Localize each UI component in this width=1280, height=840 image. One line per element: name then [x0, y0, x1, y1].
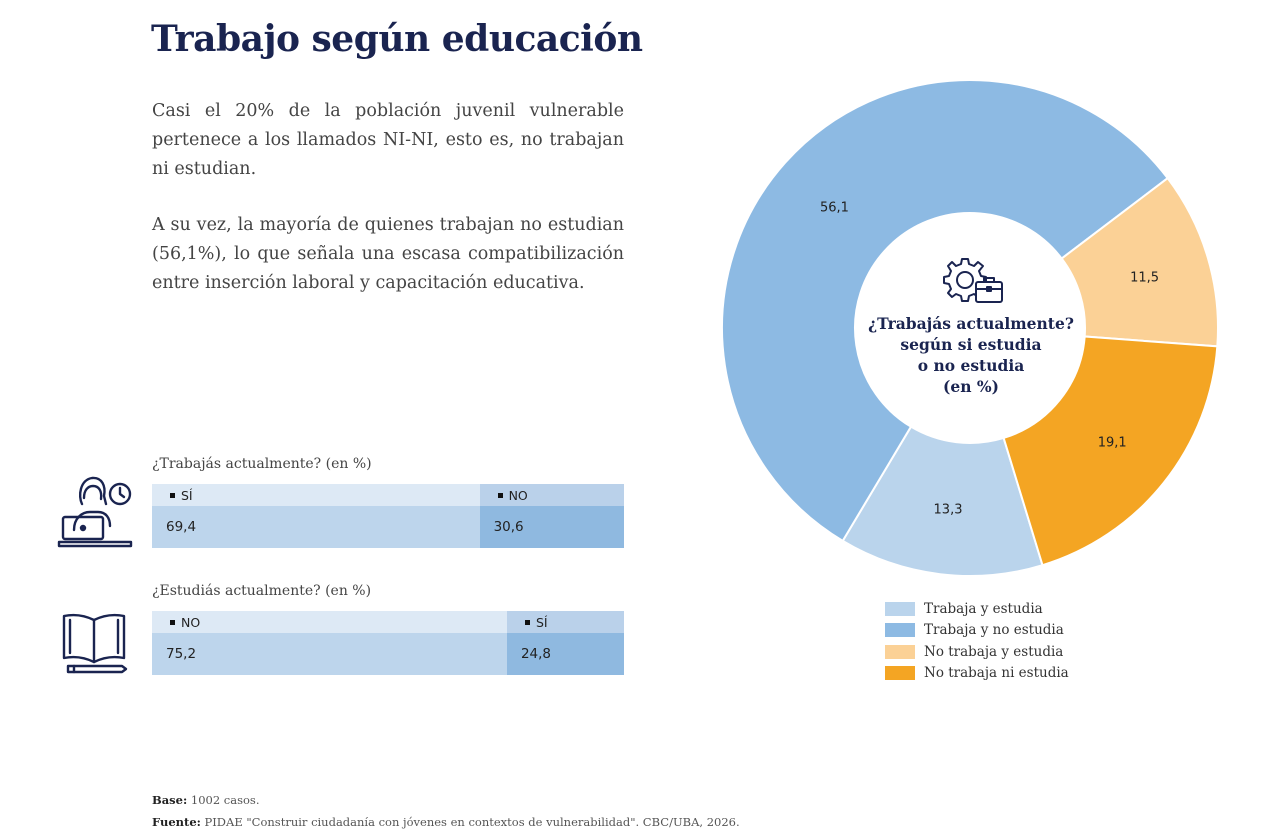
study-table: NO SÍ 75,2 24,8: [152, 611, 624, 675]
donut-slice-label-3: 11,5: [1130, 270, 1159, 285]
donut-slice-label-2: 56,1: [820, 201, 849, 216]
legend-swatch: [885, 666, 915, 681]
work-col-yes-value: 69,4: [152, 506, 480, 548]
chart-legend: Trabaja y estudia Trabaja y no estudia N…: [885, 598, 1069, 684]
legend-swatch: [885, 644, 915, 659]
work-col-no-header: NO: [479, 484, 624, 506]
legend-item: Trabaja y no estudia: [885, 620, 1069, 642]
page-title: Trabajo según educación: [151, 18, 643, 60]
donut-slice-label-4: 19,1: [1098, 436, 1127, 451]
study-col-no-value: 75,2: [152, 633, 507, 675]
study-col-no-header: NO: [152, 611, 507, 633]
center-title-line-3: o no estudia: [917, 356, 1025, 375]
intro-paragraph-1: Casi el 20% de la población juvenil vuln…: [152, 101, 624, 179]
legend-swatch: [885, 601, 915, 616]
center-title-line-1: ¿Trabajás actualmente?: [868, 314, 1074, 333]
study-col-yes-value: 24,8: [506, 633, 624, 675]
donut-slice-label-1: 13,3: [934, 503, 963, 518]
open-book-with-pencil-icon: [58, 610, 130, 682]
legend-label: No trabaja ni estudia: [924, 665, 1069, 682]
person-at-laptop-with-clock-icon: [56, 474, 136, 556]
donut-slice-2: [721, 79, 1170, 543]
intro-paragraph-2: A su vez, la mayoría de quienes trabajan…: [152, 215, 624, 293]
center-title-line-4: (en %): [943, 377, 999, 396]
donut-center-title: ¿Trabajás actualmente? según si estudia …: [860, 313, 1082, 397]
legend-label: Trabaja y no estudia: [924, 622, 1064, 639]
footer-base: Base: 1002 casos.: [152, 793, 260, 807]
work-col-no-value: 30,6: [479, 506, 624, 548]
legend-label: No trabaja y estudia: [924, 643, 1064, 660]
legend-item: Trabaja y estudia: [885, 598, 1069, 620]
study-table-label: ¿Estudiás actualmente? (en %): [152, 583, 372, 599]
donut-slice-4: [1002, 335, 1219, 567]
legend-item: No trabaja y estudia: [885, 641, 1069, 663]
donut-chart: 13,3 56,1 11,5 19,1: [721, 79, 1219, 577]
footer-source: Fuente: PIDAE "Construir ciudadanía con …: [152, 815, 740, 829]
center-title-line-2: según si estudia: [900, 335, 1042, 354]
study-col-yes-header: SÍ: [506, 611, 624, 633]
work-table: SÍ NO 69,4 30,6: [152, 484, 624, 548]
legend-item: No trabaja ni estudia: [885, 663, 1069, 685]
work-col-yes-header: SÍ: [152, 484, 480, 506]
legend-label: Trabaja y estudia: [924, 600, 1043, 617]
work-table-label: ¿Trabajás actualmente? (en %): [152, 456, 372, 472]
legend-swatch: [885, 623, 915, 638]
donut-slice-1: [841, 425, 1044, 577]
gear-briefcase-icon: [938, 255, 1006, 311]
